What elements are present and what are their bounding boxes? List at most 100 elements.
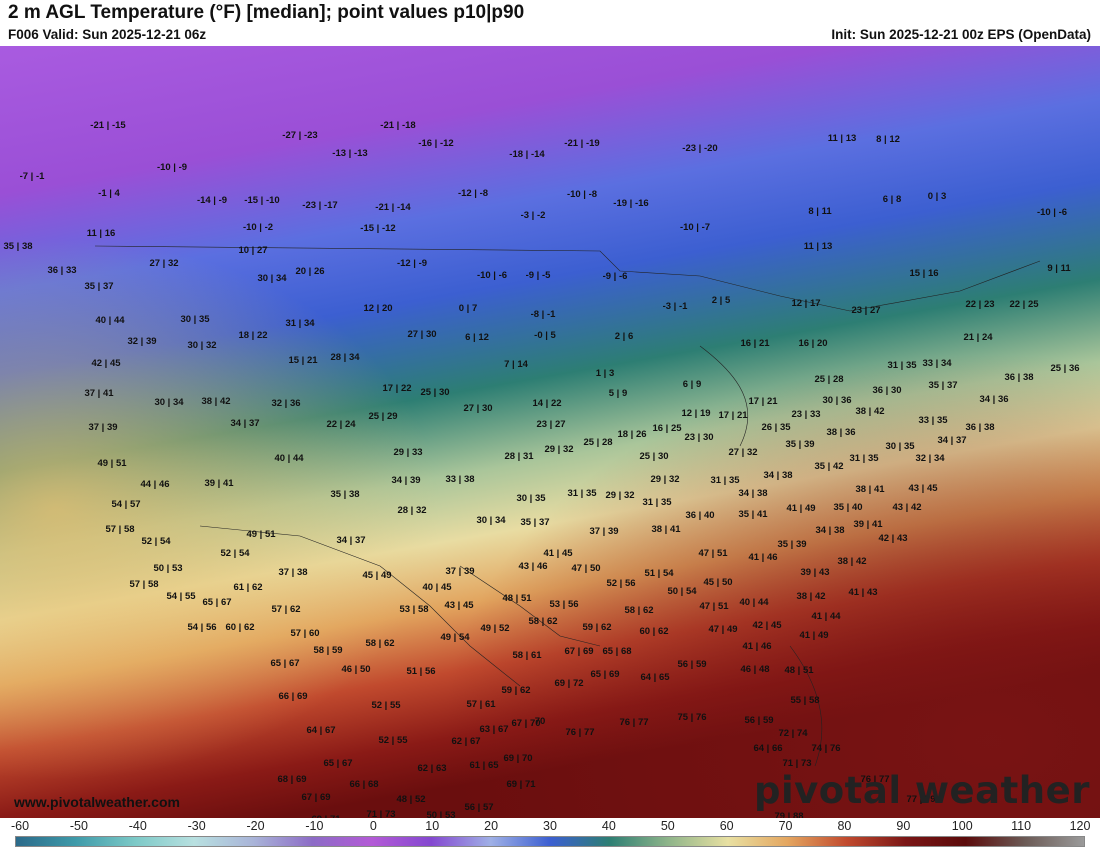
great-lakes-shoreline <box>699 345 749 447</box>
point-value: 25 | 30 <box>639 451 668 462</box>
point-value: 58 | 62 <box>624 605 653 616</box>
point-value: 38 | 42 <box>201 396 230 407</box>
point-value: 35 | 37 <box>520 517 549 528</box>
point-value: 38 | 36 <box>826 427 855 438</box>
point-value: 1 | 3 <box>596 368 615 379</box>
point-value: 60 | 62 <box>639 626 668 637</box>
point-value: 12 | 20 <box>363 303 392 314</box>
point-value: 40 | 44 <box>739 597 769 608</box>
point-value: 29 | 32 <box>650 474 679 485</box>
point-value: 38 | 41 <box>651 524 681 535</box>
point-value: -3 | -2 <box>521 210 546 221</box>
point-value: 74 | 76 <box>811 743 840 754</box>
point-value: 58 | 61 <box>512 650 542 661</box>
point-value: 16 | 20 <box>798 338 827 349</box>
point-value: 17 | 21 <box>718 410 748 421</box>
point-values: -21 | -15 -27 | -23 -21 | -18-16 | -12 -13 … <box>3 120 1079 818</box>
point-value: 35 | 39 <box>777 539 806 550</box>
point-value: 34 | 38 <box>763 470 792 481</box>
us-canada-border <box>94 245 1041 312</box>
point-value: 35 | 37 <box>928 380 957 391</box>
color-scale: -60 -50 -40 -30 -20 -10 0 10 20 30 40 50 60 70 80 90 100… <box>0 818 1100 850</box>
point-value: -9 | -6 <box>603 271 628 282</box>
point-value: 69 | 71 <box>506 779 536 790</box>
point-value: 30 | 34 <box>257 273 287 284</box>
point-value: 35 | 42 <box>814 461 843 472</box>
point-value: 17 | 21 <box>748 396 778 407</box>
point-value: 69 | 70 <box>503 753 532 764</box>
scale-ticks: -60 -50 -40 -30 -20 -10 0 10 20 30 40 50 60 70 80 90 100… <box>0 819 1100 835</box>
point-value: -21 | -18 <box>380 120 415 131</box>
point-value: 23 | 27 <box>536 419 565 430</box>
website-label: www.pivotalweather.com <box>14 794 180 810</box>
point-value: 42 | 45 <box>752 620 782 631</box>
point-value: 41 | 43 <box>848 587 877 598</box>
point-value: 41 | 49 <box>786 503 815 514</box>
map-title: 2 m AGL Temperature (°F) [median]; point… <box>8 2 525 23</box>
point-value: -16 | -12 <box>418 138 453 149</box>
point-value: 65 | 69 <box>590 669 619 680</box>
point-value: 69 | 71 <box>311 814 341 818</box>
point-value: 67 | 70 <box>511 718 540 729</box>
point-value: 38 | 42 <box>837 556 866 567</box>
point-value: 67 | 69 <box>564 646 593 657</box>
point-value: 12 | 17 <box>791 298 820 309</box>
point-value: 65 | 67 <box>202 597 231 608</box>
point-value: 36 | 40 <box>685 510 714 521</box>
point-value: -13 | -13 <box>332 148 367 159</box>
point-value: -9 | -5 <box>526 270 552 281</box>
point-value: 10 | 27 <box>238 245 267 256</box>
point-value: 30 | 36 <box>822 395 851 406</box>
point-value: 65 | 68 <box>602 646 631 657</box>
point-value: 49 | 51 <box>246 529 276 540</box>
point-value: 21 | 24 <box>963 332 993 343</box>
borders <box>94 245 1041 767</box>
scale-tick-label: 50 <box>660 819 675 833</box>
point-value: 36 | 38 <box>1004 372 1033 383</box>
point-value: 11 | 16 <box>87 228 116 239</box>
point-value: 66 | 69 <box>278 691 307 702</box>
point-value: 43 | 46 <box>518 561 547 572</box>
point-value: 67 | 69 <box>301 792 330 803</box>
point-value: 50 | 54 <box>667 586 697 597</box>
point-value: 37 | 39 <box>589 526 618 537</box>
point-value: -10 | -2 <box>243 222 273 233</box>
point-value: 41 | 46 <box>748 552 777 563</box>
scale-tick-label: 70 <box>778 819 793 833</box>
point-value: 18 | 26 <box>617 429 646 440</box>
scale-tick-label: 120 <box>1069 819 1091 833</box>
point-value: 6 | 12 <box>465 332 489 343</box>
point-value: 30 | 35 <box>885 441 915 452</box>
point-value: 65 | 67 <box>323 758 352 769</box>
point-value: 5 | 9 <box>609 388 628 399</box>
point-value: 25 | 30 <box>420 387 449 398</box>
point-value: 59 | 62 <box>501 685 530 696</box>
temperature-map[interactable]: -21 | -15 -27 | -23 -21 | -18 -16 | -12 -13 … <box>0 46 1100 818</box>
point-value: 72 | 74 <box>778 728 808 739</box>
point-value: 57 | 60 <box>290 628 319 639</box>
point-value: 76 | 77 <box>619 717 648 728</box>
state-border <box>459 565 601 647</box>
point-value: 25 | 28 <box>583 437 612 448</box>
point-value: 31 | 35 <box>642 497 672 508</box>
point-value: 65 | 67 <box>270 658 299 669</box>
us-mexico-border <box>199 525 521 687</box>
point-value: 8 | 12 <box>876 134 900 145</box>
point-value: 70 <box>535 716 546 727</box>
point-value: 71 | 73 <box>782 758 811 769</box>
point-value: 29 | 32 <box>605 490 634 501</box>
point-value: 29 | 33 <box>393 447 422 458</box>
point-value: -12 | -9 <box>397 258 427 269</box>
point-value: 30 | 32 <box>187 340 216 351</box>
point-value: 32 | 39 <box>127 336 156 347</box>
point-value: 22 | 24 <box>326 419 356 430</box>
point-value: 56 | 59 <box>744 715 773 726</box>
point-value: 36 | 38 <box>965 422 994 433</box>
point-value: 37 | 38 <box>278 567 307 578</box>
point-value: 64 | 66 <box>753 743 782 754</box>
point-value: 32 | 34 <box>915 453 945 464</box>
point-value: 27 | 32 <box>728 447 757 458</box>
point-value: 31 | 34 <box>285 318 315 329</box>
point-value: -1 | 4 <box>98 188 120 199</box>
point-value: 49 | 51 <box>97 458 127 469</box>
